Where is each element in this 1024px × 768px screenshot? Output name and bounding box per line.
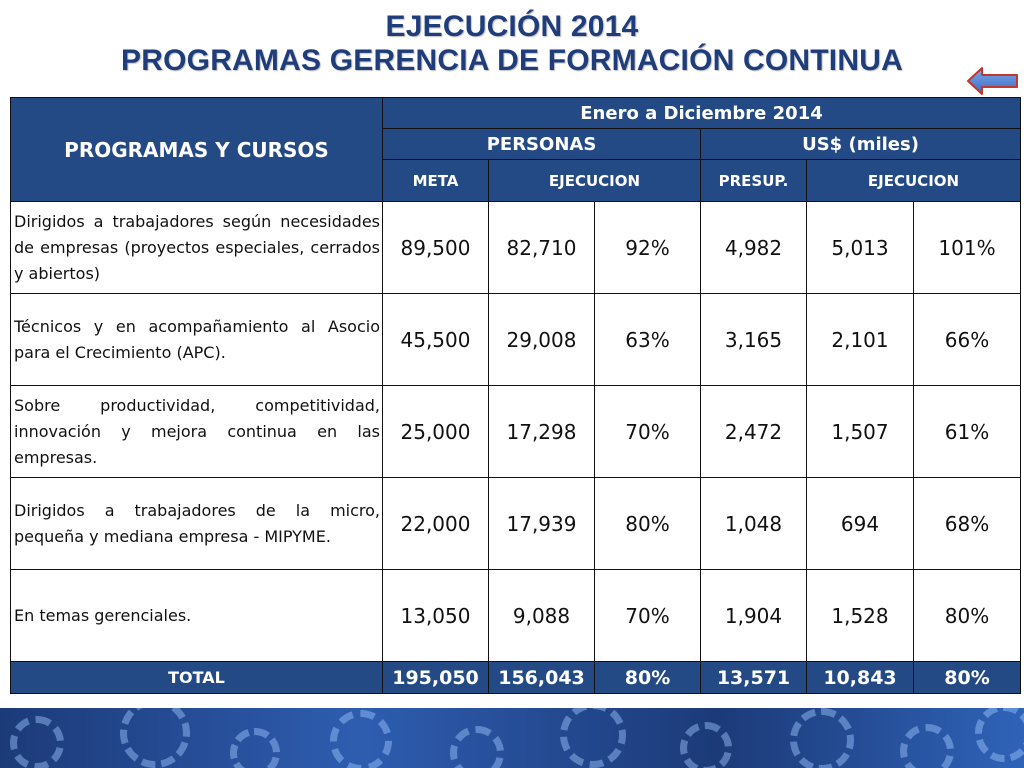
table-row: Dirigidos a trabajadores según necesidad… [10,201,1022,294]
gear-icon [900,724,954,768]
header-ejecucion-persons: EJECUCION [488,159,701,202]
results-table: PROGRAMAS Y CURSOS Enero a Diciembre 201… [10,97,1022,694]
cell-ejecucion-usd: 694 [806,477,914,570]
total-ejecucion-usd: 10,843 [806,661,914,694]
cell-presup: 1,904 [700,569,807,662]
total-ejecucion: 156,043 [488,661,595,694]
cell-percent-persons: 80% [594,477,701,570]
cell-ejecucion: 29,008 [488,293,595,386]
cell-presup: 3,165 [700,293,807,386]
cell-meta: 13,050 [382,569,489,662]
table-row: En temas gerenciales. 13,050 9,088 70% 1… [10,569,1022,662]
row-description: En temas gerenciales. [10,569,383,662]
row-description: Dirigidos a trabajadores de la micro, pe… [10,477,383,570]
total-meta: 195,050 [382,661,489,694]
left-arrow-icon[interactable] [966,66,1020,96]
table-row: Dirigidos a trabajadores de la micro, pe… [10,477,1022,570]
cell-meta: 25,000 [382,385,489,478]
cell-percent-usd: 68% [912,477,1022,570]
gear-icon [230,728,280,768]
gear-icon [450,726,504,768]
header-money: US$ (miles) [699,128,1022,160]
gear-icon [10,716,64,768]
cell-meta: 89,500 [382,201,489,294]
cell-percent-usd: 66% [912,293,1022,386]
total-percent-usd: 80% [912,661,1022,694]
total-presup: 13,571 [700,661,807,694]
total-row: TOTAL 195,050 156,043 80% 13,571 10,843 … [10,661,1022,694]
cell-ejecucion: 9,088 [488,569,595,662]
header-programs: PROGRAMAS Y CURSOS [10,97,383,202]
cell-percent-usd: 80% [912,569,1022,662]
cell-meta: 22,000 [382,477,489,570]
header-period: Enero a Diciembre 2014 [381,97,1022,129]
gear-icon [330,710,392,768]
cell-percent-usd: 61% [912,385,1022,478]
gear-icon [790,708,854,768]
gear-icon [120,708,190,768]
cell-presup: 4,982 [700,201,807,294]
cell-percent-usd: 101% [912,201,1022,294]
row-description: Dirigidos a trabajadores según necesidad… [10,201,383,294]
cell-percent-persons: 92% [594,201,701,294]
footer-gear-banner [0,708,1024,768]
slide-title-line2: PROGRAMAS GERENCIA DE FORMACIÓN CONTINUA [121,44,903,77]
total-percent-persons: 80% [594,661,701,694]
cell-ejecucion: 17,298 [488,385,595,478]
row-description: Sobre productividad, competitividad, inn… [10,385,383,478]
total-label: TOTAL [10,661,383,694]
cell-meta: 45,500 [382,293,489,386]
cell-ejecucion-usd: 1,528 [806,569,914,662]
header-ejecucion-money: EJECUCION [805,159,1022,202]
table-row: Técnicos y en acompañamiento al Asocio p… [10,293,1022,386]
gear-icon [680,722,732,768]
gear-icon [975,708,1024,762]
cell-ejecucion-usd: 2,101 [806,293,914,386]
cell-percent-persons: 63% [594,293,701,386]
cell-ejecucion: 17,939 [488,477,595,570]
slide-title-line1: EJECUCIÓN 2014 [385,10,639,43]
header-meta: META [382,159,489,202]
header-presup: PRESUP. [700,159,807,202]
cell-ejecucion: 82,710 [488,201,595,294]
table-row: Sobre productividad, competitividad, inn… [10,385,1022,478]
cell-percent-persons: 70% [594,385,701,478]
cell-ejecucion-usd: 5,013 [806,201,914,294]
cell-percent-persons: 70% [594,569,701,662]
row-description: Técnicos y en acompañamiento al Asocio p… [10,293,383,386]
cell-presup: 1,048 [700,477,807,570]
cell-presup: 2,472 [700,385,807,478]
cell-ejecucion-usd: 1,507 [806,385,914,478]
header-persons: PERSONAS [382,128,701,160]
gear-icon [560,708,626,768]
